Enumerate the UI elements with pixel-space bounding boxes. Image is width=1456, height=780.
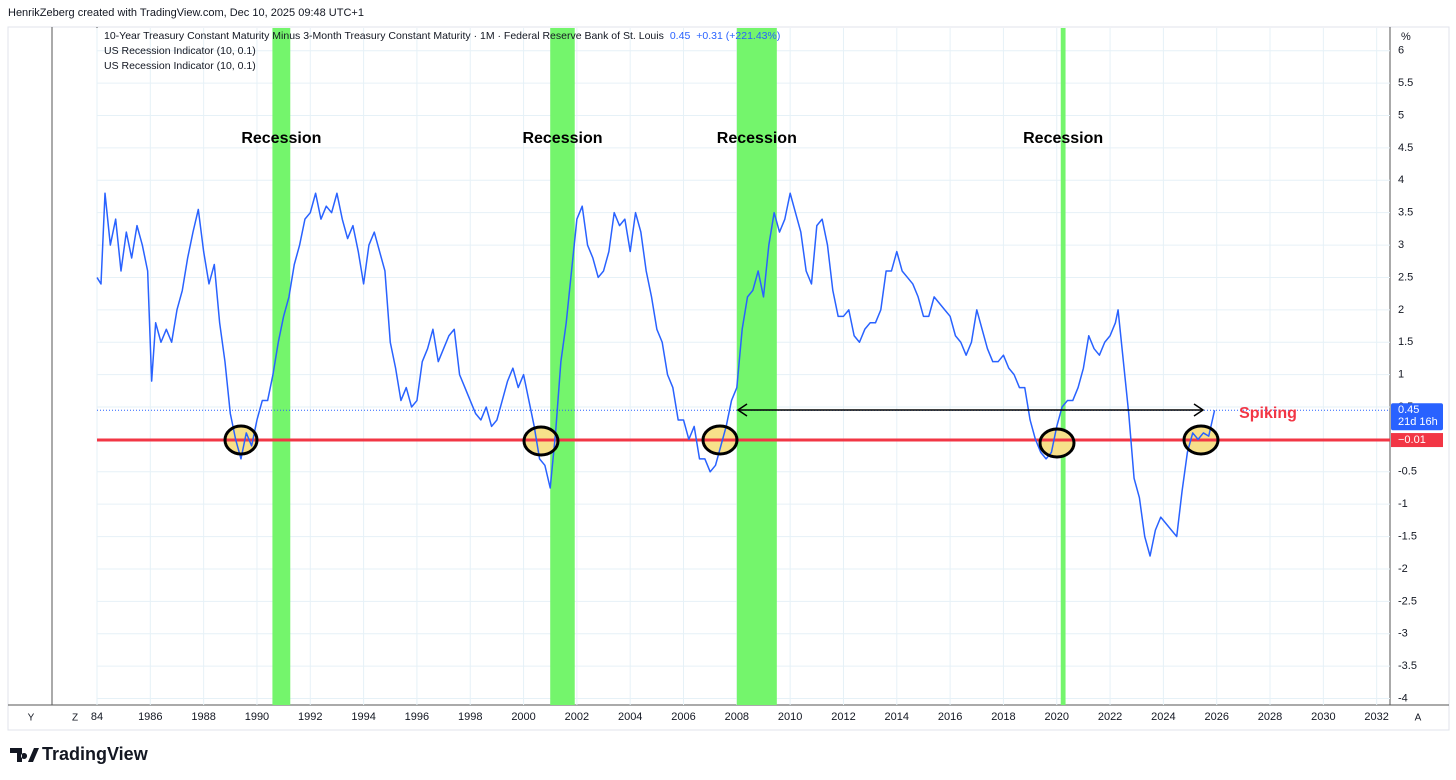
x-tick-label: 84 [91,711,103,723]
highlight-outline [223,424,259,456]
x-tick-label: 1988 [191,711,215,723]
x-tick-label: 1990 [245,711,269,723]
arrow-head [1193,403,1205,417]
y-tick-label: 4.5 [1398,142,1413,154]
legend-change: +0.31 (+221.43%) [696,30,780,42]
y-tick-label: -0.5 [1398,466,1417,478]
bands [272,28,1066,705]
x-tick-label: 1992 [298,711,322,723]
x-tick-label: 1986 [138,711,162,723]
highlight-outline [701,424,739,456]
recession-label: Recession [522,130,602,147]
x-tick-label: 2030 [1311,711,1335,723]
unit-bg [1398,28,1420,46]
reference-label-bg [1391,433,1443,448]
y-tick-label: 1 [1398,369,1404,381]
last-value-label: 0.45 [1398,404,1419,416]
y-tick-label: 4 [1398,174,1404,186]
y-tick-label: -1 [1398,498,1408,510]
recession-label: Recession [717,130,797,147]
button[interactable]: Y [28,713,35,724]
arrow-head [736,403,748,417]
countdown: 21d 16h [1398,416,1438,428]
y-tick-label: 1.5 [1398,336,1413,348]
x-tick-label: 2022 [1098,711,1122,723]
button[interactable]: Z [72,713,78,724]
highlight-outlines [223,424,1220,459]
recession-band [1060,28,1066,705]
recession-band [272,28,291,705]
series-line [96,192,1216,557]
labels: 65.554.543.532.521.510.50-0.5-1-1.5-2-2.… [91,45,1443,723]
y-tick-label: -3.5 [1398,660,1417,672]
x-tick-label: 2008 [725,711,749,723]
logo-icon [10,748,39,762]
y-tick-label: -1.5 [1398,530,1417,542]
y-tick-label: 2.5 [1398,271,1413,283]
highlight [1040,429,1074,457]
y-tick-label: -2 [1398,563,1408,575]
x-tick-label: 2002 [565,711,589,723]
highlight-outline [1182,424,1220,456]
last-value-bg [1391,403,1443,431]
reference-label: −0.01 [1398,434,1426,446]
series-title: 10-Year Treasury Constant Maturity Minus… [104,30,664,42]
x-tick-label: 2014 [885,711,909,723]
x-tick-label: 2024 [1151,711,1175,723]
y-tick-label: 5 [1398,109,1404,121]
x-tick-label: 2020 [1045,711,1069,723]
highlight-outline [1038,427,1076,459]
y-tick-label: 5.5 [1398,77,1413,89]
annotation: Spiking [1239,405,1297,422]
y-tick-label: 6 [1398,45,1404,57]
x-tick-label: 2016 [938,711,962,723]
x-tick-label: 2010 [778,711,802,723]
y-tick-label: 2 [1398,304,1404,316]
x-tick-label: 1994 [351,711,375,723]
y-tick-label: 3 [1398,239,1404,251]
y-tick-label: 3.5 [1398,207,1413,219]
x-tick-label: 2004 [618,711,642,723]
indicator-legend: US Recession Indicator (10, 0.1) [104,60,256,72]
x-tick-label: 2028 [1258,711,1282,723]
y-tick-label: -2.5 [1398,595,1417,607]
x-tick-label: 2012 [831,711,855,723]
x-tick-label: 2006 [671,711,695,723]
x-tick-label: 1996 [405,711,429,723]
x-tick-label: 2026 [1204,711,1228,723]
y-tick-label: -3 [1398,628,1408,640]
series [96,192,1216,557]
x-tick-label: 1998 [458,711,482,723]
x-tick-label: 2032 [1364,711,1388,723]
highlight-outline [522,425,560,457]
recession-band [550,28,575,705]
indicator-legend: US Recession Indicator (10, 0.1) [104,45,256,57]
recession-band [736,28,777,705]
logo: TradingView [10,744,149,764]
recession-label: Recession [241,130,321,147]
header: HenrikZeberg created with TradingView.co… [8,7,364,19]
x-tick-label: 2000 [511,711,535,723]
unit: % [1401,31,1411,43]
legend-value: 0.45 [670,30,691,42]
legend-title: 10-Year Treasury Constant Maturity Minus… [104,30,780,42]
recession-label: Recession [1023,130,1103,147]
x-tick-label: 2018 [991,711,1015,723]
frame [7,26,1450,731]
y-tick-label: -4 [1398,692,1408,704]
button[interactable]: A [1415,713,1422,724]
double-arrow [736,403,1205,417]
logo-text: TradingView [42,744,149,764]
